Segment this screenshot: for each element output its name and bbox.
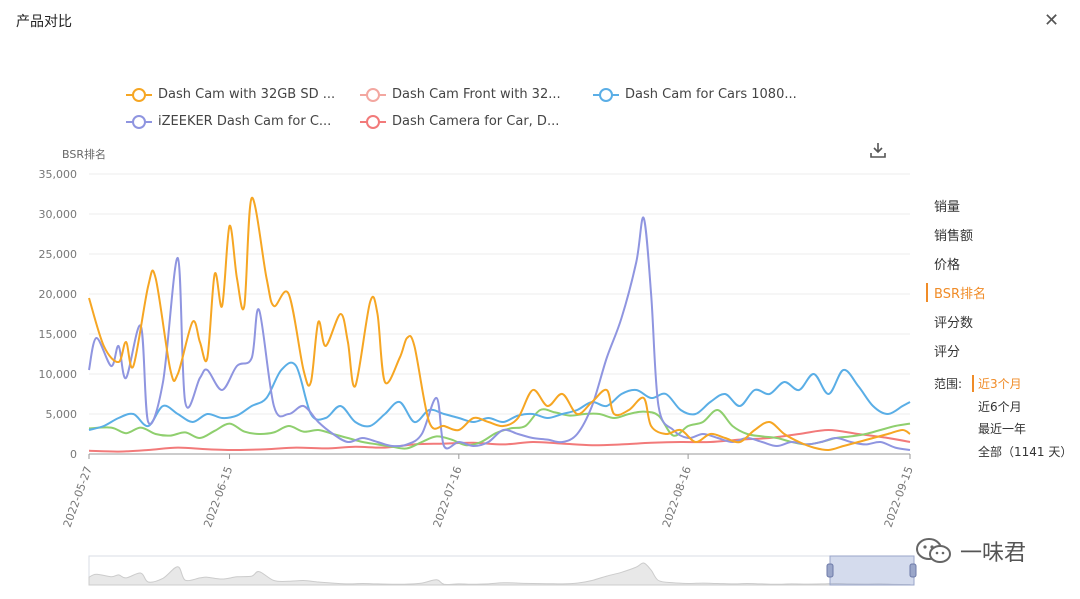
legend-marker-icon xyxy=(126,114,152,129)
legend-item[interactable]: Dash Camera for Car, D... xyxy=(360,114,559,129)
range-option[interactable]: 全部（1141 天） xyxy=(978,445,1073,459)
metric-menu-item[interactable]: 价格 xyxy=(934,258,961,273)
legend-marker-icon xyxy=(593,87,619,102)
series-line xyxy=(88,361,911,431)
x-tick-label: 2022-06-15 xyxy=(201,465,235,530)
y-axis-label: BSR排名 xyxy=(62,148,106,161)
legend-label: Dash Cam for Cars 1080... xyxy=(625,87,797,102)
range-label: 范围: xyxy=(934,377,963,391)
y-tick-label: 5,000 xyxy=(46,408,78,421)
close-icon[interactable]: ✕ xyxy=(1044,10,1060,31)
metric-menu-item[interactable]: BSR排名 xyxy=(926,283,986,302)
y-tick-label: 25,000 xyxy=(39,248,78,261)
metric-menu-item[interactable]: 评分数 xyxy=(934,316,974,331)
legend-item[interactable]: Dash Cam for Cars 1080... xyxy=(593,87,797,102)
range-option[interactable]: 最近一年 xyxy=(978,422,1027,436)
legend-item[interactable]: Dash Cam Front with 32... xyxy=(360,87,561,102)
legend-item[interactable]: Dash Cam with 32GB SD ... xyxy=(126,87,335,102)
x-tick-label: 2022-09-15 xyxy=(882,465,916,530)
series-line xyxy=(88,216,911,451)
legend-marker-icon xyxy=(126,87,152,102)
legend-label: Dash Camera for Car, D... xyxy=(392,114,560,129)
legend-label: Dash Cam Front with 32... xyxy=(392,87,561,102)
y-tick-label: 20,000 xyxy=(39,288,78,301)
y-tick-label: 35,000 xyxy=(39,168,78,181)
series-line xyxy=(88,196,911,452)
download-icon[interactable] xyxy=(868,141,888,159)
y-tick-label: 10,000 xyxy=(39,368,78,381)
metric-menu-item[interactable]: 销量 xyxy=(934,200,961,215)
range-option[interactable]: 近3个月 xyxy=(972,375,1022,392)
y-tick-label: 0 xyxy=(70,448,77,461)
metric-menu-item[interactable]: 销售额 xyxy=(934,229,974,244)
legend-label: Dash Cam with 32GB SD ... xyxy=(158,87,336,102)
legend-marker-icon xyxy=(360,87,386,102)
y-tick-label: 15,000 xyxy=(39,328,78,341)
zoom-handle[interactable] xyxy=(909,563,917,578)
legend-label: iZEEKER Dash Cam for C... xyxy=(158,114,332,129)
legend-item[interactable]: iZEEKER Dash Cam for C... xyxy=(126,114,331,129)
chart-legend: Dash Cam with 32GB SD ... Dash Cam Front … xyxy=(0,0,1080,140)
wechat-icon xyxy=(916,538,951,563)
legend-marker-icon xyxy=(360,114,386,129)
zoom-preview-area xyxy=(88,562,911,586)
metric-menu-item[interactable]: 评分 xyxy=(934,345,961,360)
watermark-text: 一味君 xyxy=(960,541,1027,566)
series-line xyxy=(88,429,911,453)
x-tick-label: 2022-05-27 xyxy=(61,465,95,530)
zoom-selection-window xyxy=(829,555,915,586)
range-option[interactable]: 近6个月 xyxy=(978,400,1022,414)
x-tick-label: 2022-07-16 xyxy=(431,465,465,530)
x-tick-label: 2022-08-16 xyxy=(660,465,694,530)
watermark: 一味君 xyxy=(914,535,1026,567)
zoom-handle[interactable] xyxy=(826,563,834,578)
page-title: 产品对比 xyxy=(16,14,72,30)
y-tick-label: 30,000 xyxy=(39,208,78,221)
